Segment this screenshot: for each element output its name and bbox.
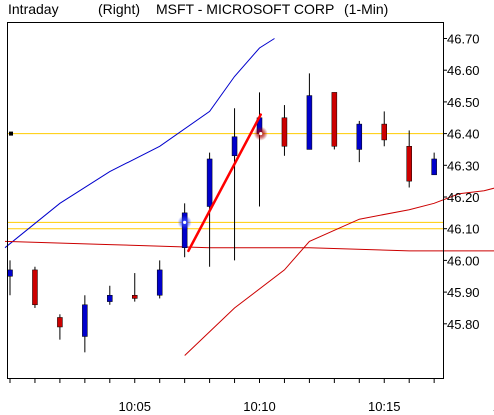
y-tick-label: 45.90 [447,285,480,300]
candles [7,73,437,353]
indicator-line [184,187,494,356]
candle-body [132,295,138,299]
candle [306,73,313,150]
candle [156,260,163,299]
axis-side-label: (Right) [98,1,141,17]
candle [356,120,363,163]
candle-body [231,136,238,157]
indicator-line [4,240,494,252]
candle-body [7,269,13,277]
pivot-star [177,215,192,230]
x-axis: 10:05 10:10 10:15 10:20 [9,378,494,414]
candle [7,260,13,296]
candle-body [107,295,113,302]
interval-label: (1-Min) [344,1,389,17]
candle [82,295,88,353]
candle-body [356,123,363,150]
candle [132,273,138,302]
reference-lines [8,133,443,230]
candle-body [331,92,338,147]
candle [256,92,263,207]
candle [231,108,238,261]
candle-body [306,95,313,150]
y-axis: 46.70 46.60 46.50 46.40 46.30 46.20 46.10 46.00… [443,32,480,332]
trend-segments [187,113,262,253]
x-tick-label: 10:10 [243,399,276,414]
candle-body [82,304,88,337]
y-tick-label: 46.50 [447,95,480,110]
y-tick-label: 46.60 [447,63,480,78]
candle [431,152,437,176]
candle-body [181,212,188,248]
y-tick-label: 46.70 [447,32,480,47]
candle [57,314,63,340]
candle-body [431,158,437,176]
chart-header: Intraday (Right) MSFT - MICROSOFT CORP (… [0,0,494,22]
candle-body [381,123,387,141]
y-tick-label: 46.10 [447,222,480,237]
trend-segment [187,113,262,253]
y-tick-label: 46.40 [447,127,480,142]
indicator-lines [4,38,494,356]
candle [331,92,338,150]
x-tick-label: 10:20 [493,399,494,414]
candle [107,285,113,305]
y-tick-label: 46.30 [447,158,480,173]
candle [32,266,38,308]
indicator-line [4,38,275,249]
plot-frame [7,22,444,379]
x-tick-label: 10:15 [368,399,401,414]
candle-body [156,269,163,296]
candle-body [281,117,288,147]
candle [406,130,412,188]
mode-label: Intraday [8,1,59,17]
pivot-star [253,126,268,141]
candle [181,203,188,258]
y-tick-label: 46.20 [447,190,480,205]
y-tick-label: 45.80 [447,317,480,332]
markers [9,126,268,230]
level-marker [9,131,14,136]
candle-body [32,269,38,306]
candle [281,105,288,156]
candle-body [206,158,213,207]
candle-body [57,317,63,328]
x-tick-label: 10:05 [118,399,151,414]
candle-body [406,146,412,182]
candle [381,111,387,147]
chart-title: MSFT - MICROSOFT CORP [156,1,335,17]
y-tick-label: 46.00 [447,253,480,268]
